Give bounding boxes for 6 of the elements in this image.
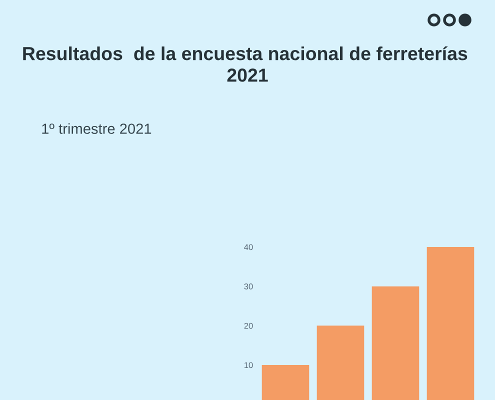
y-tick-label: 40 bbox=[244, 244, 253, 250]
chart-title: Resultados de la encuesta nacional de ferreterías 2021 bbox=[23, 46, 468, 82]
y-tick-label: 10 bbox=[244, 362, 253, 368]
y-tick-label: 20 bbox=[244, 322, 253, 329]
y-tick-label: 30 bbox=[244, 284, 253, 290]
text: 1º trimestre 2021 bbox=[42, 123, 152, 134]
